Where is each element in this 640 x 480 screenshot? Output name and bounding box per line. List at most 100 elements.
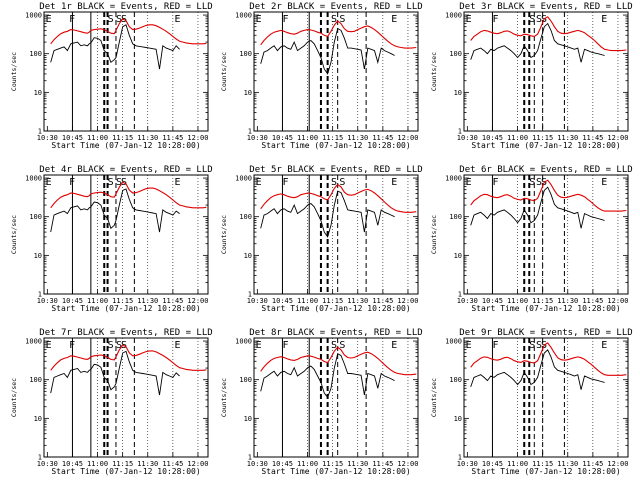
- x-tick-label: 11:00: [297, 134, 318, 142]
- y-axis-label: Counts/sec: [220, 215, 228, 254]
- y-tick-label: 1000: [25, 175, 42, 183]
- x-tick-label: 11:00: [297, 297, 318, 305]
- x-tick-label: 11:00: [87, 134, 108, 142]
- x-tick-label: 11:15: [322, 134, 343, 142]
- x-tick-label: 10:45: [62, 297, 83, 305]
- marker-letter: S: [536, 340, 542, 351]
- marker-letter: S: [108, 177, 114, 188]
- x-tick-label: 12:00: [397, 460, 418, 468]
- panel-title: Det 3r BLACK = Events, RED = LLD: [459, 2, 632, 12]
- x-tick-label: 11:30: [137, 134, 158, 142]
- axes-frame: [43, 174, 209, 295]
- axes-frame: [253, 337, 419, 458]
- y-tick-label: 1: [458, 128, 462, 136]
- x-tick-label: 10:45: [482, 297, 503, 305]
- y-axis-label: Counts/sec: [10, 215, 18, 254]
- marker-letter: E: [391, 14, 397, 25]
- events-series-line: [470, 22, 605, 63]
- y-tick-label: 1: [458, 291, 462, 299]
- x-tick-label: 11:15: [322, 297, 343, 305]
- events-series-line: [260, 190, 395, 238]
- x-axis-label: Start Time (07-Jan-12 10:28:00): [51, 467, 200, 476]
- x-axis-label: Start Time (07-Jan-12 10:28:00): [51, 141, 200, 150]
- x-tick-label: 12:00: [607, 297, 628, 305]
- marker-letter: E: [46, 14, 52, 25]
- y-axis-label: Counts/sec: [430, 378, 438, 417]
- y-tick-label: 10: [454, 252, 462, 260]
- marker-letter: E: [256, 177, 262, 188]
- axes-frame: [253, 11, 419, 132]
- x-tick-label: 11:00: [87, 460, 108, 468]
- marker-letter: F: [69, 14, 75, 25]
- x-tick-label: 11:45: [372, 134, 393, 142]
- x-tick-label: 12:00: [187, 460, 208, 468]
- y-tick-label: 10: [244, 415, 252, 423]
- x-axis-label: Start Time (07-Jan-12 10:28:00): [261, 467, 410, 476]
- axes-frame: [463, 337, 629, 458]
- y-axis-label: Counts/sec: [220, 378, 228, 417]
- events-series-line: [50, 24, 180, 70]
- axes-frame: [43, 11, 209, 132]
- marker-letter: E: [601, 340, 607, 351]
- x-tick-label: 10:45: [62, 460, 83, 468]
- marker-letter: E: [46, 340, 52, 351]
- x-axis-label: Start Time (07-Jan-12 10:28:00): [261, 304, 410, 313]
- panel-title: Det 8r BLACK = Events, RED = LLD: [249, 328, 422, 338]
- marker-letter: E: [466, 177, 472, 188]
- y-tick-label: 10: [34, 415, 42, 423]
- x-tick-label: 10:30: [247, 134, 268, 142]
- events-series-line: [260, 353, 395, 399]
- panel-title: Det 6r BLACK = Events, RED = LLD: [459, 165, 632, 175]
- marker-letter: S: [339, 14, 345, 25]
- axes-frame: [463, 11, 629, 132]
- x-tick-label: 10:30: [457, 297, 478, 305]
- x-tick-label: 11:30: [557, 134, 578, 142]
- x-tick-label: 12:00: [187, 297, 208, 305]
- x-tick-label: 11:15: [532, 134, 553, 142]
- x-tick-label: 11:30: [557, 297, 578, 305]
- lld-series-line: [50, 18, 207, 45]
- marker-letter: E: [46, 177, 52, 188]
- marker-letter: F: [69, 177, 75, 188]
- x-tick-label: 10:30: [37, 134, 58, 142]
- x-tick-label: 11:45: [162, 460, 183, 468]
- marker-letter: F: [492, 177, 498, 188]
- lld-series-line: [260, 346, 417, 376]
- y-tick-label: 100: [239, 50, 252, 58]
- y-axis-label: Counts/sec: [430, 52, 438, 91]
- y-tick-label: 1: [248, 291, 252, 299]
- y-tick-label: 10: [34, 89, 42, 97]
- marker-letter: E: [391, 340, 397, 351]
- x-tick-label: 11:30: [347, 460, 368, 468]
- events-series-line: [50, 350, 180, 396]
- x-tick-label: 11:30: [137, 297, 158, 305]
- lld-series-line: [470, 342, 627, 376]
- y-tick-label: 1000: [25, 338, 42, 346]
- y-tick-label: 1: [248, 454, 252, 462]
- lld-series-line: [50, 344, 207, 371]
- x-tick-label: 10:45: [272, 134, 293, 142]
- x-tick-label: 10:45: [272, 460, 293, 468]
- marker-letter: S: [331, 340, 337, 351]
- marker-letter: F: [69, 340, 75, 351]
- x-tick-label: 10:30: [247, 460, 268, 468]
- x-tick-label: 12:00: [397, 134, 418, 142]
- marker-letter: E: [175, 340, 181, 351]
- axes-frame: [463, 174, 629, 295]
- x-tick-label: 11:45: [162, 297, 183, 305]
- x-tick-label: 11:00: [507, 134, 528, 142]
- y-tick-label: 1: [38, 128, 42, 136]
- y-tick-label: 1000: [235, 338, 252, 346]
- y-axis-label: Counts/sec: [10, 52, 18, 91]
- y-tick-label: 100: [29, 50, 42, 58]
- x-tick-label: 11:00: [87, 297, 108, 305]
- y-tick-label: 100: [239, 213, 252, 221]
- x-tick-label: 10:45: [272, 297, 293, 305]
- marker-letter: E: [391, 177, 397, 188]
- y-axis-label: Counts/sec: [430, 215, 438, 254]
